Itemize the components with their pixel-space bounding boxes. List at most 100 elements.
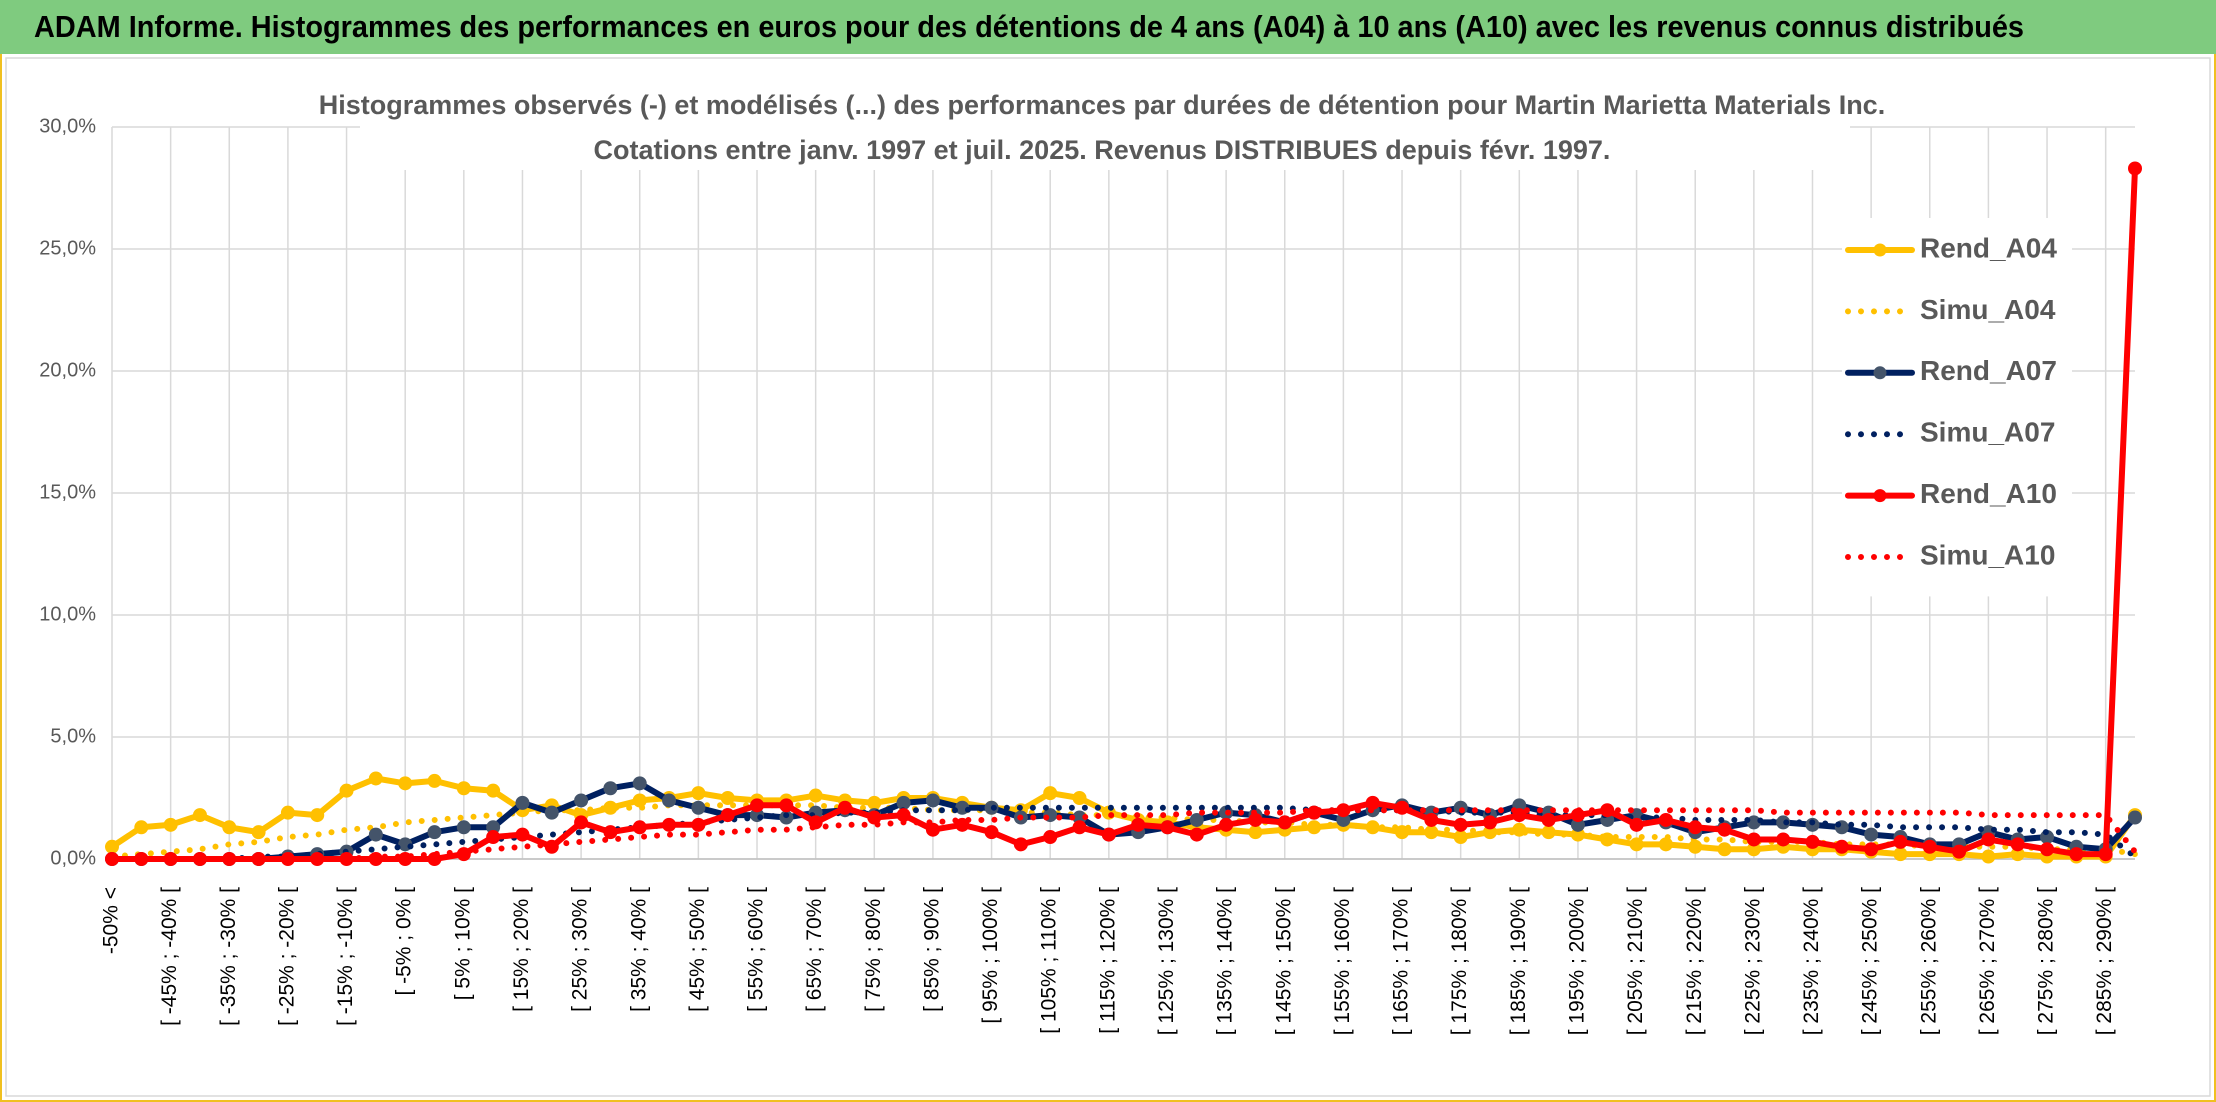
marker bbox=[368, 827, 383, 842]
marker bbox=[456, 820, 471, 835]
x-tick-label: [ -25% ; -20% [ bbox=[275, 887, 298, 1026]
marker bbox=[1248, 825, 1263, 840]
marker bbox=[1717, 842, 1732, 857]
marker bbox=[603, 781, 618, 796]
marker bbox=[955, 817, 970, 832]
x-tick-label: [ 225% ; 230% [ bbox=[1741, 887, 1764, 1035]
marker bbox=[1893, 834, 1908, 849]
x-tick-label: [ 155% ; 160% [ bbox=[1331, 887, 1354, 1035]
x-tick-label: [ 105% ; 110% [ bbox=[1038, 887, 1061, 1034]
legend-label: Simu_A10 bbox=[1920, 539, 2055, 570]
marker bbox=[1160, 820, 1175, 835]
marker bbox=[1864, 842, 1879, 857]
marker bbox=[925, 822, 940, 837]
marker bbox=[1043, 830, 1058, 845]
marker bbox=[1981, 832, 1996, 847]
marker bbox=[984, 825, 999, 840]
marker bbox=[251, 825, 266, 840]
marker bbox=[280, 805, 295, 820]
x-tick-label: [ 85% ; 90% [ bbox=[920, 887, 943, 1012]
x-tick-label: [ 125% ; 130% [ bbox=[1155, 887, 1178, 1035]
marker bbox=[662, 817, 677, 832]
marker bbox=[1746, 832, 1761, 847]
y-tick-label: 25,0% bbox=[39, 237, 96, 259]
marker bbox=[750, 798, 765, 813]
x-tick-label: [ 165% ; 170% [ bbox=[1390, 887, 1413, 1035]
x-tick-label: [ 285% ; 290% [ bbox=[2093, 887, 2116, 1035]
y-tick-label: 5,0% bbox=[50, 725, 96, 747]
marker bbox=[1776, 832, 1791, 847]
marker bbox=[837, 800, 852, 815]
y-tick-label: 30,0% bbox=[39, 115, 96, 137]
marker bbox=[2069, 847, 2084, 862]
x-tick-label: [ 55% ; 60% [ bbox=[745, 887, 768, 1012]
marker bbox=[2128, 810, 2142, 825]
y-tick-label: 20,0% bbox=[39, 359, 96, 381]
marker bbox=[310, 808, 325, 823]
dotted-line bbox=[109, 807, 2138, 862]
legend-background bbox=[1842, 218, 2072, 597]
marker bbox=[134, 820, 149, 835]
marker bbox=[1453, 817, 1468, 832]
legend: Rend_A04 Simu_A04 Rend_A07 Simu_A07 Rend_A10… bbox=[1842, 218, 2072, 597]
marker bbox=[486, 783, 501, 798]
marker bbox=[1629, 837, 1644, 852]
marker bbox=[1189, 812, 1204, 827]
marker bbox=[1541, 812, 1556, 827]
marker bbox=[398, 776, 413, 791]
marker bbox=[1189, 827, 1204, 842]
y-tick-label: 10,0% bbox=[39, 603, 96, 625]
x-tick-label: [ 235% ; 240% [ bbox=[1800, 887, 1823, 1035]
marker bbox=[134, 852, 149, 866]
marker bbox=[691, 786, 706, 801]
x-tick-label: [ 75% ; 80% [ bbox=[862, 887, 885, 1012]
marker bbox=[779, 798, 794, 813]
x-tick-label: [ 265% ; 270% [ bbox=[1976, 887, 1999, 1035]
marker bbox=[192, 852, 207, 866]
marker bbox=[1981, 849, 1996, 864]
subtitle-background bbox=[360, 88, 1850, 170]
legend-marker bbox=[1873, 366, 1887, 380]
dotted-line bbox=[109, 804, 2138, 862]
marker bbox=[339, 783, 354, 798]
marker bbox=[1365, 795, 1380, 810]
x-tick-label: [ 275% ; 280% [ bbox=[2035, 887, 2058, 1035]
marker bbox=[1131, 817, 1146, 832]
legend-label: Simu_A07 bbox=[1920, 417, 2055, 448]
y-tick-label: 15,0% bbox=[39, 481, 96, 503]
marker bbox=[427, 773, 442, 788]
marker bbox=[574, 793, 589, 808]
legend-label: Rend_A07 bbox=[1920, 355, 2057, 386]
marker bbox=[808, 788, 823, 803]
marker bbox=[544, 805, 559, 820]
marker bbox=[925, 793, 940, 808]
marker bbox=[720, 791, 735, 805]
marker bbox=[456, 781, 471, 796]
x-tick-label: [ 175% ; 180% [ bbox=[1448, 887, 1471, 1035]
marker bbox=[368, 771, 383, 786]
marker bbox=[1629, 817, 1644, 832]
legend-marker bbox=[1873, 243, 1887, 257]
legend-label: Simu_A04 bbox=[1920, 294, 2056, 325]
marker bbox=[632, 776, 647, 791]
marker bbox=[867, 810, 882, 825]
chart-area bbox=[5, 57, 2211, 1097]
marker bbox=[691, 800, 706, 815]
marker bbox=[486, 830, 501, 845]
marker bbox=[1013, 837, 1028, 852]
x-tick-label: [ 205% ; 210% [ bbox=[1624, 887, 1647, 1035]
marker bbox=[1717, 822, 1732, 837]
line bbox=[109, 165, 2138, 862]
x-tick-label: [ -35% ; -30% [ bbox=[217, 887, 240, 1026]
legend-marker bbox=[1873, 489, 1887, 503]
x-tick-label: [ 145% ; 150% [ bbox=[1272, 887, 1295, 1035]
x-tick-label: [ 215% ; 220% [ bbox=[1683, 887, 1706, 1035]
marker bbox=[1248, 812, 1263, 827]
x-tick-label: [ 35% ; 40% [ bbox=[627, 887, 650, 1012]
marker bbox=[192, 808, 207, 823]
marker bbox=[1834, 839, 1849, 854]
x-tick-label: [ -15% ; -10% [ bbox=[334, 887, 357, 1026]
x-tick-label: [ 115% ; 120% [ bbox=[1096, 887, 1119, 1034]
marker bbox=[720, 808, 735, 823]
